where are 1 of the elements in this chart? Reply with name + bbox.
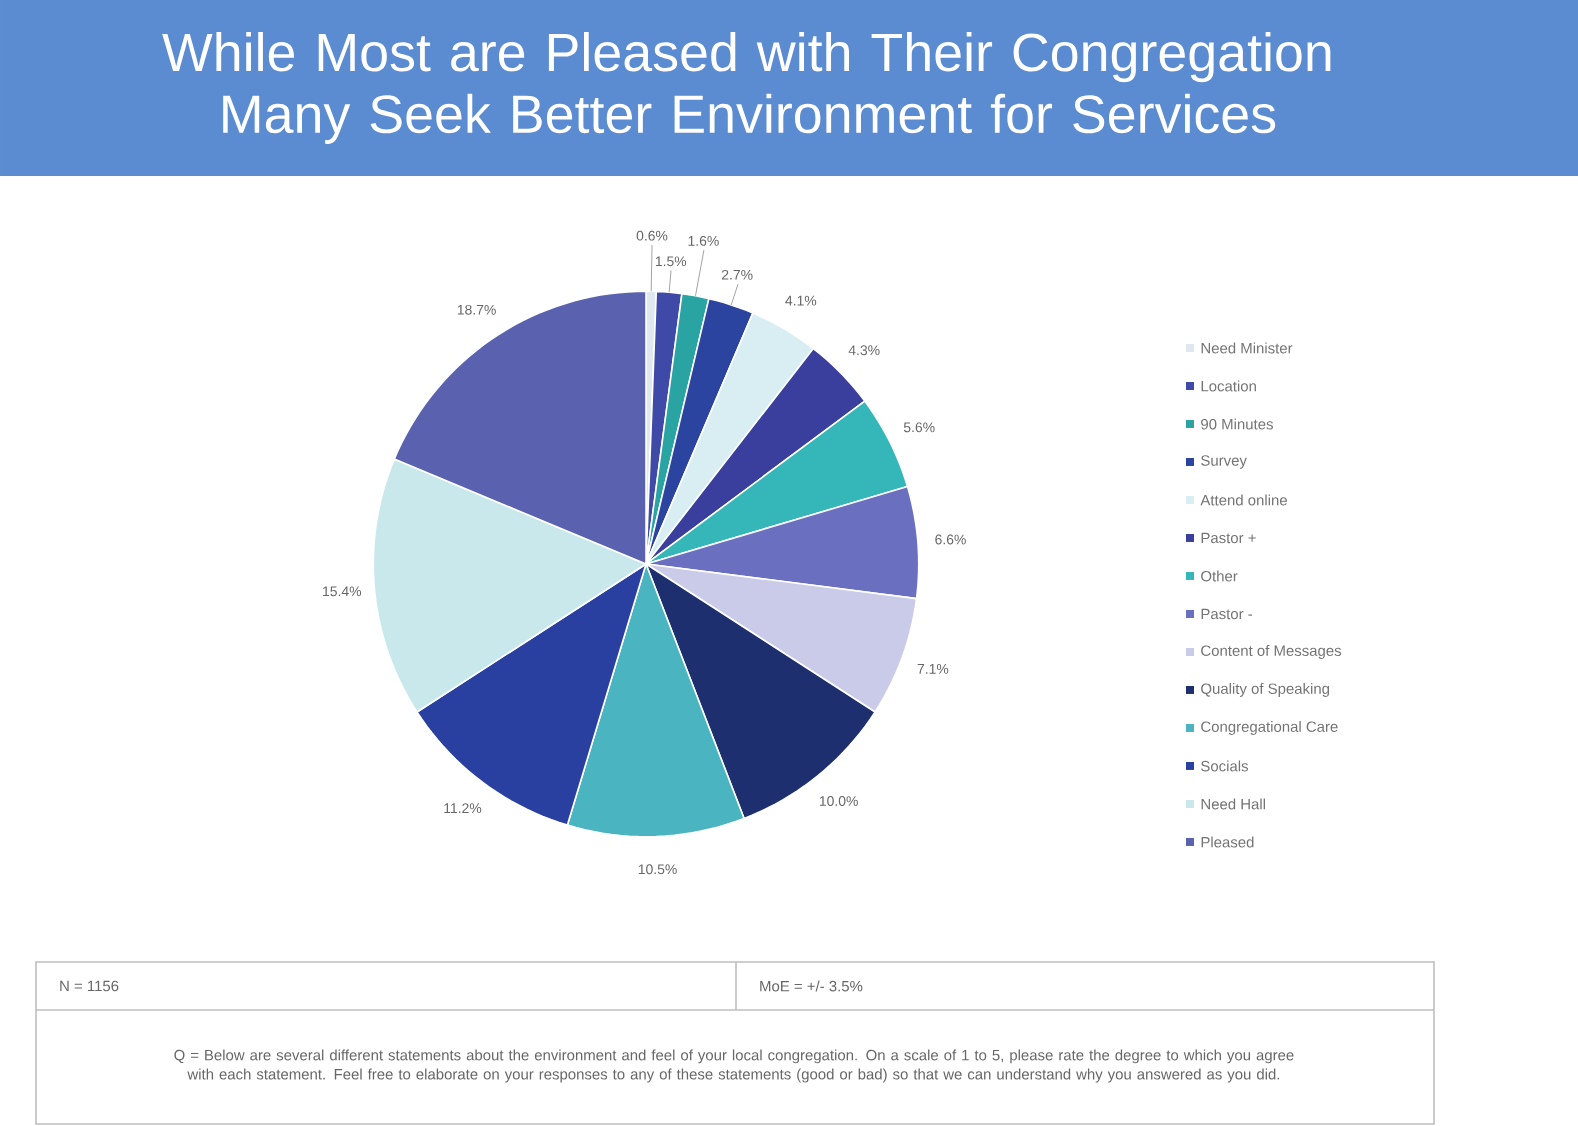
chart-title: While Most are Pleased with Their Congregation Many Seek Better Environment for Services [162,32,1331,144]
